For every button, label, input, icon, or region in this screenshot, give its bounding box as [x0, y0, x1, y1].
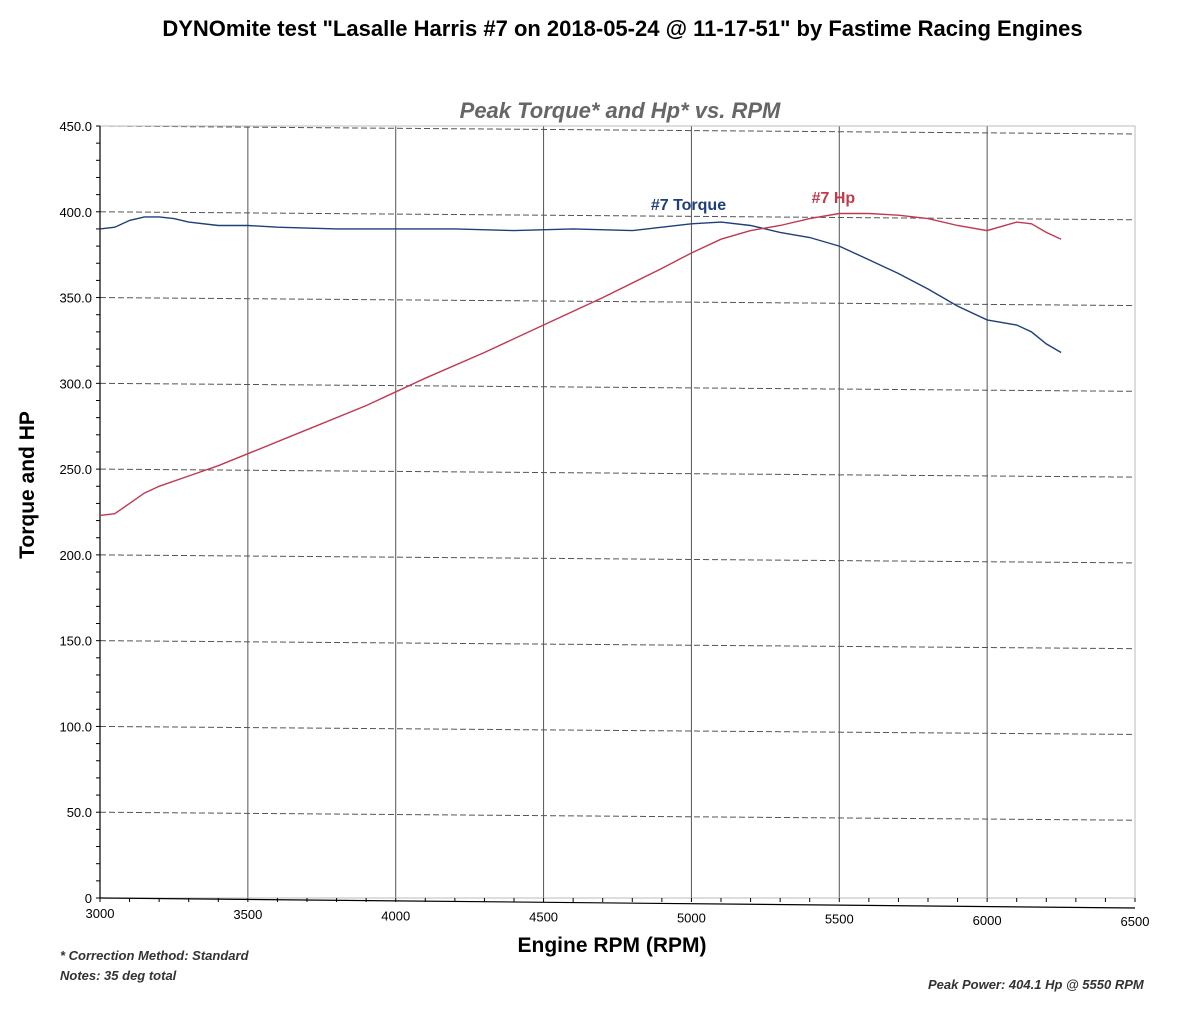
- y-tick-label: 400.0: [59, 205, 92, 220]
- grid: [99, 125, 1136, 898]
- y-tick-label: 50.0: [67, 805, 92, 820]
- correction-method-note: * Correction Method: Standard: [60, 948, 249, 963]
- x-tick-label: 3500: [233, 907, 262, 922]
- y-gridline: [99, 811, 1136, 821]
- y-gridline: [99, 468, 1136, 478]
- y-gridline: [99, 211, 1136, 221]
- series-label-hp: #7 Hp: [812, 190, 856, 207]
- x-tick-label: 5500: [825, 912, 854, 927]
- y-tick-label: 450.0: [59, 119, 92, 134]
- axes: 0 50.0 100.0 150.0 200.0 250.0 300.0 350.0 400.0…: [59, 119, 1149, 929]
- y-tick-label: 250.0: [59, 462, 92, 477]
- notes-text: Notes: 35 deg total: [60, 968, 177, 983]
- y-tick-label: 0: [85, 891, 92, 906]
- peak-power-text: Peak Power: 404.1 Hp @ 5550 RPM: [928, 977, 1144, 992]
- chart-title: Peak Torque* and Hp* vs. RPM: [460, 98, 781, 123]
- plot-frame: [99, 125, 1136, 899]
- series-line-torque: [99, 216, 1062, 354]
- x-axis-label: Engine RPM (RPM): [518, 934, 707, 957]
- y-tick-label: 150.0: [59, 634, 92, 649]
- page-title: DYNOmite test "Lasalle Harris #7 on 2018…: [162, 16, 1083, 41]
- y-tick-label: 200.0: [59, 548, 92, 563]
- x-axis-line: [99, 897, 1136, 909]
- y-gridline: [99, 640, 1136, 650]
- y-gridline: [99, 297, 1136, 307]
- series-line-hp: [99, 212, 1062, 517]
- y-tick-label: 350.0: [59, 291, 92, 306]
- series-label-torque: #7 Torque: [651, 197, 726, 214]
- x-tick-label: 4500: [529, 909, 558, 924]
- y-gridline: [99, 554, 1136, 564]
- y-gridline: [99, 125, 1136, 135]
- y-gridline: [99, 725, 1136, 735]
- x-tick-label: 3000: [86, 906, 115, 921]
- y-tick-label: 300.0: [59, 376, 92, 391]
- x-tick-label: 6500: [1121, 914, 1150, 929]
- x-tick-label: 6000: [973, 913, 1002, 928]
- y-tick-label: 100.0: [59, 719, 92, 734]
- y-gridline: [99, 382, 1136, 392]
- x-tick-label: 4000: [381, 908, 410, 923]
- series-layer: #7 Torque #7 Hp: [99, 190, 1062, 517]
- y-axis-label: Torque and HP: [16, 411, 39, 559]
- x-tick-label: 5000: [677, 911, 706, 926]
